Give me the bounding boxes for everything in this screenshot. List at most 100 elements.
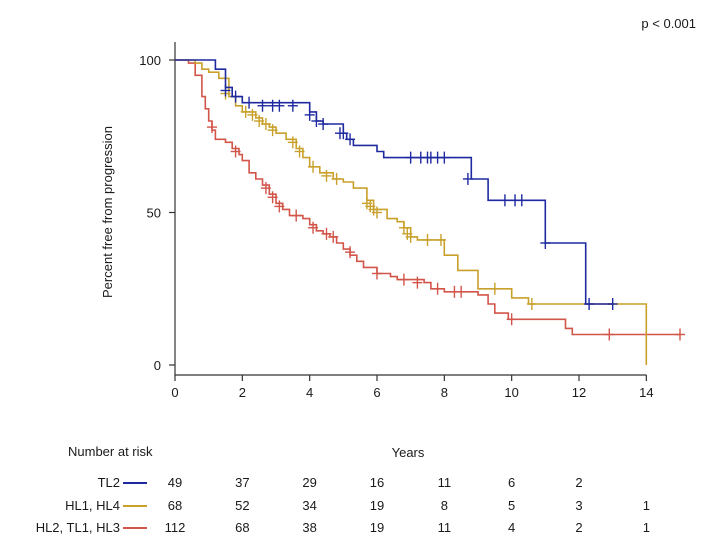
censor-mark-hl2-tl1-hl3 <box>260 182 271 195</box>
risk-row-label: TL2 <box>98 475 120 490</box>
risk-count: 49 <box>168 475 182 490</box>
p-value-label: p < 0.001 <box>641 16 696 31</box>
survival-curves <box>175 59 685 365</box>
censor-mark-hl2-tl1-hl3 <box>291 209 302 222</box>
risk-count: 38 <box>302 520 316 535</box>
curve-hl1-hl4 <box>175 59 648 365</box>
censor-mark-hl2-tl1-hl3 <box>308 221 319 234</box>
censor-mark-hl1-hl4 <box>321 169 332 182</box>
risk-count: 16 <box>370 475 384 490</box>
curve-hl2-tl1-hl3 <box>175 59 680 336</box>
censor-mark-hl2-tl1-hl3 <box>372 267 382 280</box>
risk-count: 8 <box>441 498 448 513</box>
risk-count: 29 <box>302 475 316 490</box>
censor-mark-tl2 <box>304 108 315 121</box>
axes: 0 50 100 0 2 4 6 8 10 12 14 <box>139 42 654 400</box>
risk-count: 5 <box>508 498 515 513</box>
censor-mark-hl1-hl4 <box>260 118 271 131</box>
censor-mark-tl2 <box>274 99 285 112</box>
censor-mark-tl2 <box>516 194 527 207</box>
censor-mark-hl2-tl1-hl3 <box>398 273 409 286</box>
y-tick-label: 0 <box>154 358 161 373</box>
censor-mark-tl2 <box>230 90 241 103</box>
censor-mark-tl2 <box>462 172 473 185</box>
censor-mark-hl1-hl4 <box>489 282 500 295</box>
y-axis-label: Percent free from progression <box>100 126 115 298</box>
censor-mark-hl2-tl1-hl3 <box>675 328 685 341</box>
risk-count: 1 <box>643 498 650 513</box>
censor-mark-tl2 <box>244 96 255 109</box>
risk-count: 3 <box>575 498 582 513</box>
risk-count: 6 <box>508 475 515 490</box>
censor-mark-hl2-tl1-hl3 <box>506 313 517 326</box>
censor-mark-hl1-hl4 <box>331 172 342 185</box>
censor-mark-tl2 <box>257 99 268 112</box>
censor-mark-tl2 <box>499 194 510 207</box>
x-tick-label: 12 <box>572 385 586 400</box>
risk-table: TL2 49 37 29 16 11 6 2 HL1, HL4 68 52 34 19 8 5 3 1 HL2, … <box>36 475 650 535</box>
censor-mark-hl1-hl4 <box>287 136 298 149</box>
censor-mark-tl2 <box>405 151 416 164</box>
x-axis-label: Years <box>392 445 425 460</box>
censor-mark-hl2-tl1-hl3 <box>604 328 615 341</box>
censor-mark-hl1-hl4 <box>254 115 265 127</box>
censor-mark-tl2 <box>318 118 329 131</box>
risk-count: 1 <box>643 520 650 535</box>
censor-mark-hl1-hl4 <box>398 221 409 234</box>
risk-count: 2 <box>575 520 582 535</box>
censor-mark-hl1-hl4 <box>435 233 446 246</box>
censor-mark-hl2-tl1-hl3 <box>274 200 285 213</box>
risk-count: 19 <box>370 498 384 513</box>
risk-count: 112 <box>165 520 186 535</box>
censor-mark-hl1-hl4 <box>526 298 537 310</box>
risk-count: 4 <box>508 520 515 535</box>
risk-count: 34 <box>302 498 316 513</box>
censor-mark-hl1-hl4 <box>308 160 319 173</box>
y-tick-label: 50 <box>147 206 161 221</box>
x-tick-label: 2 <box>239 385 246 400</box>
censor-mark-tl2 <box>540 237 551 249</box>
censor-mark-hl2-tl1-hl3 <box>456 285 467 298</box>
censor-mark-hl1-hl4 <box>267 124 278 137</box>
risk-count: 19 <box>370 520 384 535</box>
censor-mark-tl2 <box>287 99 298 112</box>
risk-count: 68 <box>235 520 249 535</box>
censor-mark-hl1-hl4 <box>405 230 416 243</box>
risk-count: 52 <box>235 498 249 513</box>
risk-count: 11 <box>438 475 452 490</box>
risk-count: 11 <box>438 520 452 535</box>
censor-mark-hl2-tl1-hl3 <box>230 145 241 158</box>
censor-mark-hl2-tl1-hl3 <box>412 276 423 289</box>
censor-mark-hl1-hl4 <box>372 206 382 219</box>
censor-mark-hl2-tl1-hl3 <box>207 121 218 134</box>
risk-count: 68 <box>168 498 182 513</box>
censor-mark-tl2 <box>607 298 618 310</box>
censor-mark-tl2 <box>311 115 322 127</box>
x-tick-label: 4 <box>306 385 313 400</box>
x-tick-label: 0 <box>171 385 178 400</box>
x-tick-label: 6 <box>373 385 380 400</box>
risk-count: 2 <box>575 475 582 490</box>
censor-mark-tl2 <box>584 298 595 310</box>
censor-mark-tl2 <box>439 151 450 164</box>
x-tick-label: 8 <box>441 385 448 400</box>
censor-mark-hl2-tl1-hl3 <box>432 282 443 295</box>
censor-mark-hl1-hl4 <box>422 233 433 246</box>
risk-row-label: HL2, TL1, HL3 <box>36 520 120 535</box>
censor-mark-hl2-tl1-hl3 <box>328 230 339 243</box>
y-tick-label: 100 <box>139 53 161 68</box>
x-tick-label: 10 <box>504 385 518 400</box>
curve-tl2 <box>175 59 613 305</box>
censor-mark-hl2-tl1-hl3 <box>345 246 356 259</box>
censor-mark-tl2 <box>345 133 356 146</box>
censor-mark-hl2-tl1-hl3 <box>267 191 278 204</box>
x-tick-label: 14 <box>639 385 653 400</box>
censor-mark-tl2 <box>220 84 231 97</box>
risk-count: 37 <box>235 475 249 490</box>
censor-mark-tl2 <box>338 127 349 140</box>
censor-mark-hl1-hl4 <box>294 145 305 158</box>
risk-table-title: Number at risk <box>68 444 153 459</box>
censor-mark-hl2-tl1-hl3 <box>321 227 332 240</box>
censor-mark-hl1-hl4 <box>240 105 251 118</box>
